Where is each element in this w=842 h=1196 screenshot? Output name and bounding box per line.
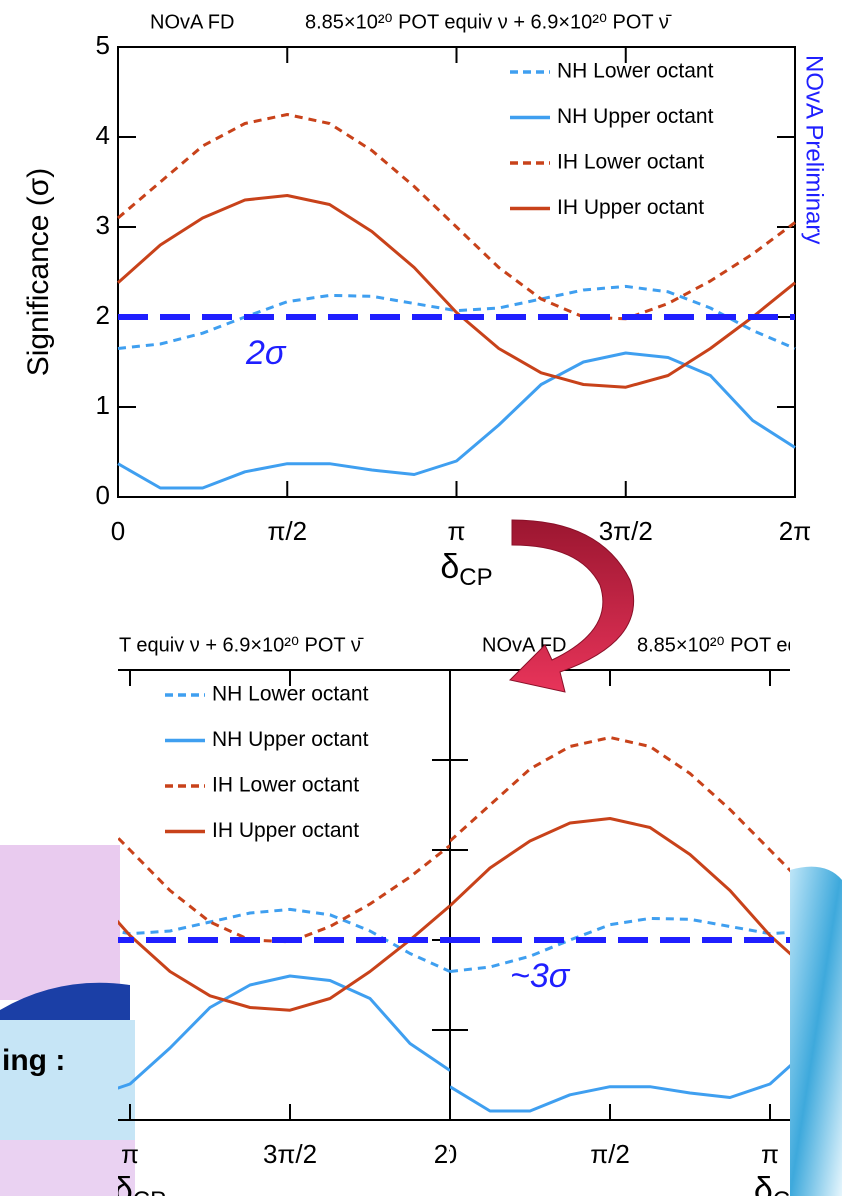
- series-line: [450, 817, 790, 956]
- series-line: [118, 904, 450, 1012]
- x-axis-label-subscript: CP: [133, 1187, 166, 1196]
- series-line: [118, 835, 450, 944]
- y-tick-label: 3: [96, 210, 110, 240]
- watermark: NOvA Preliminary: [456, 678, 483, 867]
- y-tick-label: 2: [428, 923, 442, 953]
- series-line: [117, 284, 796, 350]
- legend-label: IH Lower octant: [557, 151, 704, 174]
- watermark: NOvA Preliminary: [801, 55, 828, 244]
- y-tick-label: 2: [96, 300, 110, 330]
- x-tick-label: 2π: [434, 1139, 466, 1169]
- x-tick-label: π: [121, 1139, 139, 1169]
- legend-label: NH Upper octant: [212, 728, 369, 751]
- slide-box-blue: [0, 1020, 135, 1140]
- x-axis-label: δCP: [114, 1171, 166, 1196]
- chart-title-right: 8.85×10²⁰ POT equiv ν + 6.9×10²⁰ POT ν̄: [637, 634, 842, 656]
- x-tick-label: 3π/2: [599, 516, 653, 546]
- slide-box-pink: [0, 845, 120, 1000]
- x-tick-label: 0: [443, 1139, 457, 1169]
- y-tick-label: 0: [428, 1103, 442, 1133]
- series-line: [450, 1063, 790, 1113]
- x-tick-label: 2π: [779, 516, 811, 546]
- x-tick-label: π/2: [590, 1139, 630, 1169]
- top-chart: NOvA FD 8.85×10²⁰ POT equiv ν + 6.9×10²⁰ …: [22, 11, 828, 591]
- legend-label: NH Upper octant: [557, 105, 714, 128]
- x-axis-label-symbol: δ: [440, 548, 459, 586]
- y-axis-label: Significance (σ): [22, 168, 55, 377]
- y-tick-label: 5: [428, 653, 442, 683]
- legend-label: IH Upper octant: [557, 196, 704, 219]
- bottom-chart-left: NOvA FD8.85×10²⁰ POT equiv ν + 6.9×10²⁰ …: [0, 634, 483, 1196]
- chart-title-right: 8.85×10²⁰ POT equiv ν + 6.9×10²⁰ POT ν̄: [0, 634, 364, 656]
- series-line: [450, 736, 790, 873]
- x-axis-label-symbol: δ: [754, 1171, 773, 1196]
- annotation: ~3σ: [510, 957, 571, 995]
- chart-title-left: NOvA FD: [482, 634, 566, 656]
- slide-fragment-text: ing :: [2, 1044, 65, 1077]
- slide-swoosh-light: [790, 866, 842, 1196]
- y-tick-label: 5: [96, 30, 110, 60]
- x-tick-label: π: [761, 1139, 779, 1169]
- plot-frame: [450, 669, 790, 1121]
- y-tick-label: 4: [428, 743, 442, 773]
- x-tick-label: 0: [111, 516, 125, 546]
- x-tick-label: π/2: [267, 516, 307, 546]
- slide-box-pink-bottom: [0, 1140, 135, 1196]
- legend-label: NH Lower octant: [212, 683, 369, 706]
- x-tick-label: π: [448, 516, 466, 546]
- legend-label: NH Lower octant: [557, 60, 714, 83]
- bottom-chart-right: NOvA FD 8.85×10²⁰ POT equiv ν + 6.9×10²⁰ …: [428, 634, 842, 1196]
- y-tick-label: 1: [96, 390, 110, 420]
- y-tick-label: 3: [428, 833, 442, 863]
- chart-title-left: NOvA FD: [150, 11, 234, 33]
- y-tick-label: 0: [96, 480, 110, 510]
- legend-label: IH Lower octant: [212, 774, 359, 797]
- x-axis-label-subscript: CP: [459, 564, 492, 591]
- transition-arrow: [508, 519, 635, 693]
- series-line: [117, 351, 796, 490]
- x-axis-label: δCP: [754, 1171, 806, 1196]
- x-axis-label-symbol: δ: [114, 1171, 133, 1196]
- x-tick-label: 3π/2: [263, 1139, 317, 1169]
- legend-label: IH Upper octant: [212, 819, 359, 842]
- slide-swoosh-dark: [0, 982, 130, 1030]
- chart-title-right: 8.85×10²⁰ POT equiv ν + 6.9×10²⁰ POT ν̄: [305, 11, 672, 33]
- series-line: [117, 113, 796, 321]
- y-tick-label: 1: [428, 1013, 442, 1043]
- y-tick-label: 4: [96, 120, 110, 150]
- x-axis-label-subscript: CP: [773, 1187, 806, 1196]
- series-line: [118, 974, 450, 1090]
- annotation: 2σ: [245, 334, 287, 372]
- x-axis-label: δCP: [440, 548, 492, 591]
- series-line: [117, 194, 796, 389]
